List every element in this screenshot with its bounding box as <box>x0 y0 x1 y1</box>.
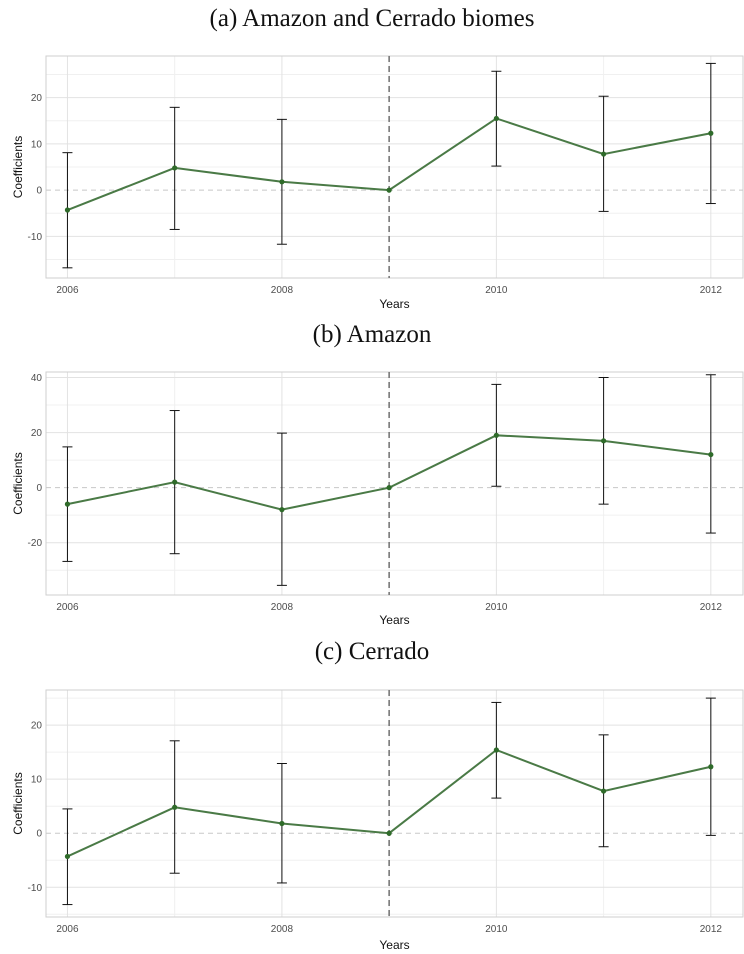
y-tick-label: 0 <box>36 483 42 494</box>
data-point <box>601 438 607 444</box>
data-point <box>172 479 178 485</box>
y-tick-label: 10 <box>31 775 43 786</box>
x-tick-label: 2012 <box>700 602 723 613</box>
y-tick-label: 40 <box>31 373 43 384</box>
y-tick-label: 20 <box>31 428 43 439</box>
x-tick-label: 2010 <box>485 924 508 935</box>
x-tick-label: 2008 <box>271 602 294 613</box>
chart-panel-1: 2006 2008 2010 2012 -20 0 20 40 Years Coefficient… <box>11 371 744 627</box>
data-point <box>601 788 607 794</box>
data-point <box>708 130 714 136</box>
data-point <box>386 187 392 193</box>
chart-panel-2: 2006 2008 2010 2012 -10 0 10 20 Years Coefficient… <box>11 689 744 952</box>
x-tick-label: 2006 <box>56 924 79 935</box>
data-point <box>64 501 71 507</box>
x-tick-label: 2008 <box>271 924 294 935</box>
y-tick-label: -10 <box>28 883 43 894</box>
data-point <box>493 747 499 753</box>
y-axis-title: Coefficients <box>11 136 25 198</box>
x-axis-title: Years <box>379 938 409 952</box>
chart-title-b: (b) Amazon <box>312 321 432 348</box>
data-point <box>279 820 285 827</box>
x-tick-label: 2008 <box>271 285 294 296</box>
y-tick-label: 0 <box>36 186 42 197</box>
panel-border <box>45 371 744 596</box>
x-tick-label: 2006 <box>56 602 79 613</box>
data-point <box>386 485 392 491</box>
y-tick-label: -10 <box>28 232 43 243</box>
x-tick-label: 2012 <box>700 285 723 296</box>
y-tick-label: -20 <box>28 538 43 549</box>
x-axis-title: Years <box>379 613 409 627</box>
y-tick-label: 20 <box>31 721 43 732</box>
y-tick-label: 0 <box>36 829 42 840</box>
data-point <box>172 165 178 171</box>
y-tick-label: 10 <box>31 139 43 150</box>
data-point <box>493 432 499 438</box>
chart-title-a: (a) Amazon and Cerrado biomes <box>209 5 535 32</box>
panel-border <box>45 55 744 279</box>
data-point <box>279 179 285 185</box>
data-point <box>172 804 178 810</box>
data-point <box>64 207 71 213</box>
x-tick-label: 2006 <box>56 285 79 296</box>
data-point <box>386 830 392 836</box>
x-tick-label: 2010 <box>485 602 508 613</box>
data-point <box>601 151 607 157</box>
y-axis-title: Coefficients <box>11 772 25 834</box>
y-axis-title: Coefficients <box>11 452 25 514</box>
panel-border <box>45 689 744 918</box>
x-tick-label: 2010 <box>485 285 508 296</box>
y-tick-label: 20 <box>31 93 43 104</box>
data-point <box>708 764 714 770</box>
data-point <box>493 115 499 122</box>
data-point <box>64 853 71 860</box>
chart-panel-0: 2006 2008 2010 2012 -10 0 10 20 Years Coefficient… <box>11 55 744 311</box>
x-axis-title: Years <box>379 297 409 311</box>
data-point <box>708 451 714 458</box>
x-tick-label: 2012 <box>700 924 723 935</box>
chart-title-c: (c) Cerrado <box>314 638 430 665</box>
data-point <box>279 507 285 513</box>
